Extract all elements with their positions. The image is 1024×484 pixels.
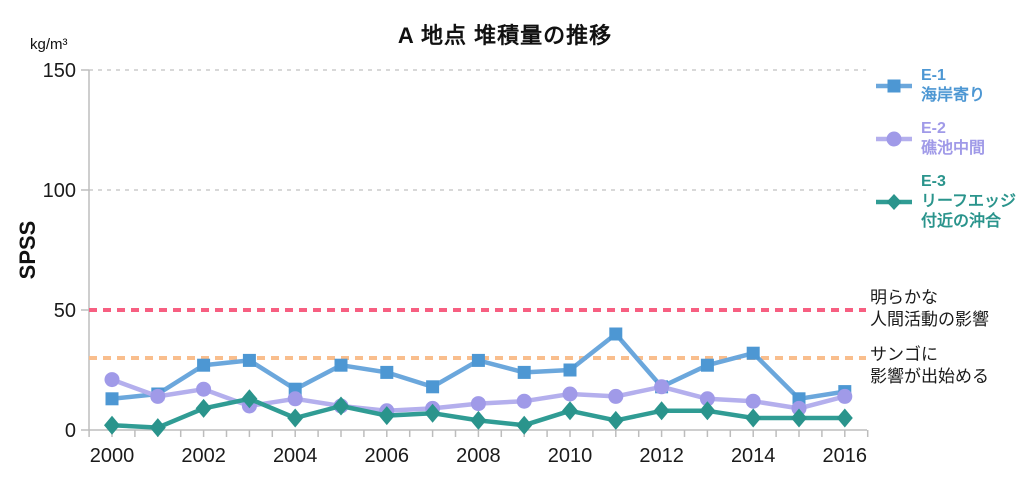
legend-text-e2: E-2 礁池中間 — [921, 119, 985, 159]
marker-E-2-2013 — [699, 391, 715, 407]
y-tick-label: 0 — [65, 420, 76, 442]
legend-series-name: E-3 — [921, 173, 946, 190]
marker-E-1-2011 — [609, 327, 623, 341]
marker-E-2-2015 — [791, 400, 807, 416]
legend-series-name: E-1 — [921, 67, 946, 84]
legend-series-desc: 海岸寄り — [921, 87, 986, 104]
x-tick-label: 2000 — [90, 445, 135, 467]
marker-E-3-2004 — [287, 408, 304, 428]
x-tick-label: 2006 — [365, 445, 410, 467]
marker-E-2-2001 — [150, 388, 166, 404]
legend-text-e3: E-3 リーフエッジ 付近の沖合 — [921, 172, 1016, 232]
legend-text-e1: E-1 海岸寄り — [921, 66, 985, 106]
x-tick-label: 2002 — [181, 445, 226, 467]
marker-E-3-2000 — [104, 415, 120, 435]
x-tick-label: 2004 — [273, 445, 318, 467]
marker-E-3-2014 — [745, 408, 762, 428]
threshold-label-line: 人間活動の影響 — [870, 309, 989, 329]
marker-E-3-2007 — [424, 403, 441, 423]
legend-item-e2: E-2 礁池中間 — [876, 119, 1024, 159]
legend: E-1 海岸寄り E-2 礁池中間 E-3 リーフエッジ 付近の沖合 — [876, 66, 1024, 232]
legend-swatch-diamond-icon — [876, 194, 912, 210]
marker-E-3-2005 — [333, 396, 349, 416]
marker-E-2-2008 — [470, 396, 486, 412]
legend-item-e3: E-3 リーフエッジ 付近の沖合 — [876, 172, 1024, 232]
threshold-label-line: 明らかな — [870, 288, 938, 307]
marker-E-2-2016 — [837, 388, 853, 404]
marker-E-2-2009 — [516, 393, 532, 409]
marker-E-2-2010 — [562, 386, 578, 402]
y-tick-label: 50 — [54, 300, 76, 322]
marker-E-1-2002 — [197, 358, 211, 372]
y-tick-label: 100 — [43, 180, 76, 202]
marker-E-3-2001 — [149, 418, 166, 438]
marker-E-3-2013 — [699, 401, 716, 421]
marker-E-1-2013 — [700, 358, 714, 372]
legend-item-e1: E-1 海岸寄り — [876, 66, 1024, 106]
y-axis-unit-label: kg/m³ — [30, 36, 68, 53]
marker-E-3-2016 — [836, 408, 853, 428]
marker-E-3-2009 — [516, 415, 533, 435]
marker-E-1-2006 — [380, 365, 394, 379]
marker-E-1-2000 — [105, 392, 119, 406]
marker-E-2-2000 — [104, 372, 120, 388]
marker-E-3-2003 — [241, 389, 258, 409]
marker-E-2-2012 — [654, 379, 670, 395]
marker-E-3-2015 — [791, 408, 807, 428]
x-tick-label: 2012 — [639, 445, 684, 467]
marker-E-2-2004 — [287, 391, 303, 407]
marker-E-3-2011 — [607, 410, 624, 430]
y-tick-label: 150 — [43, 60, 76, 82]
legend-swatch-circle-icon — [876, 131, 912, 147]
x-tick-label: 2016 — [823, 445, 868, 467]
marker-E-2-2014 — [745, 393, 761, 409]
marker-E-3-2012 — [653, 401, 670, 421]
marker-E-3-2010 — [562, 401, 578, 421]
threshold-label-human-impact: 明らかな 人間活動の影響 — [870, 287, 989, 331]
marker-E-2-2002 — [196, 381, 212, 397]
marker-E-1-2008 — [471, 353, 485, 367]
threshold-label-coral-impact: サンゴに 影響が出始める — [870, 344, 989, 388]
legend-series-desc: リーフエッジ — [921, 193, 1017, 210]
marker-E-3-2008 — [470, 410, 487, 430]
marker-E-1-2003 — [242, 353, 256, 367]
legend-series-desc: 礁池中間 — [921, 140, 986, 157]
marker-E-1-2014 — [746, 346, 760, 360]
marker-E-1-2010 — [563, 363, 577, 377]
marker-E-3-2002 — [195, 398, 212, 418]
legend-series-desc: 付近の沖合 — [921, 213, 1002, 230]
chart-title: A 地点 堆積量の推移 — [397, 23, 613, 48]
marker-E-1-2009 — [517, 365, 531, 379]
x-tick-label: 2014 — [731, 445, 776, 467]
legend-swatch-square-icon — [876, 79, 912, 93]
marker-E-1-2007 — [426, 380, 440, 394]
marker-E-1-2005 — [334, 358, 348, 372]
marker-E-2-2011 — [608, 388, 624, 404]
threshold-label-line: サンゴに — [870, 345, 938, 364]
legend-series-name: E-2 — [921, 120, 946, 137]
x-tick-label: 2008 — [456, 445, 501, 467]
marker-E-3-2006 — [378, 406, 395, 426]
threshold-label-line: 影響が出始める — [870, 366, 989, 386]
x-tick-label: 2010 — [548, 445, 593, 467]
